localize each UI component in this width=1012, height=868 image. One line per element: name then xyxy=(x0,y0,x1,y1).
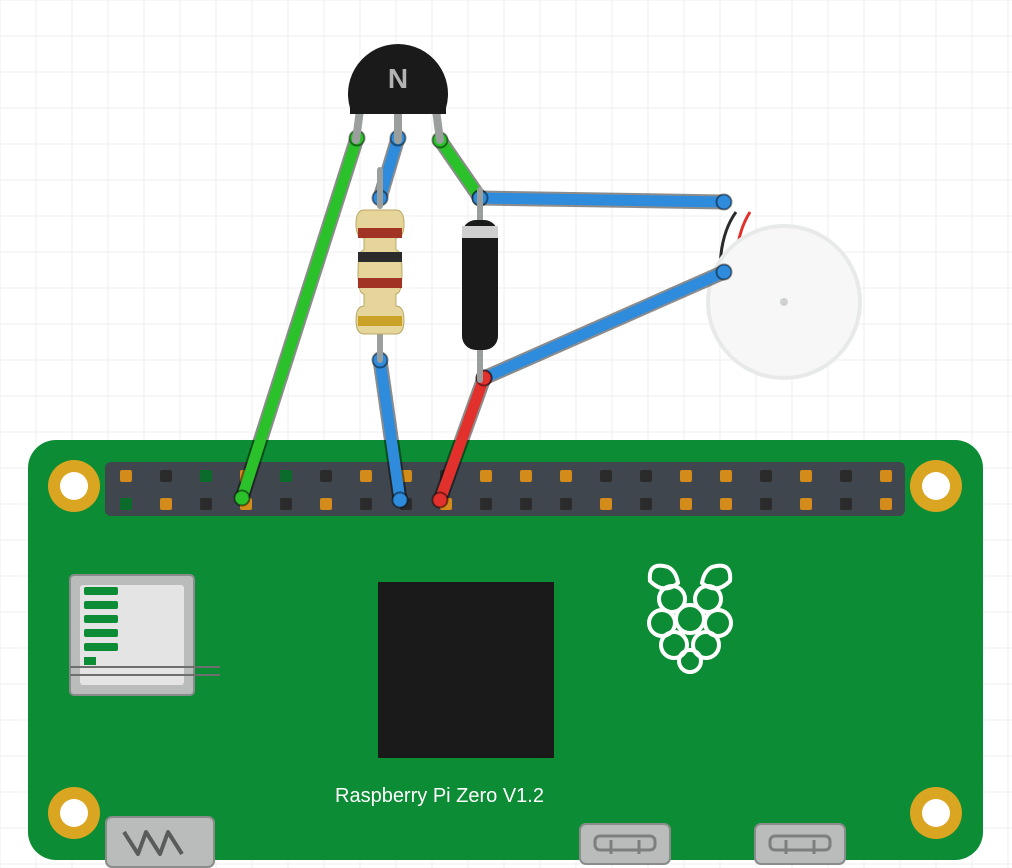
raspberry-pi-board: Raspberry Pi Zero V1.2 xyxy=(28,440,983,867)
transistor-label: N xyxy=(388,63,408,94)
usb-port xyxy=(755,824,845,864)
circuit-diagram: Raspberry Pi Zero V1.2 N xyxy=(0,0,1012,868)
usb-port xyxy=(580,824,670,864)
gpio-header xyxy=(105,462,905,516)
board-label: Raspberry Pi Zero V1.2 xyxy=(335,785,544,807)
usb-port xyxy=(106,817,214,867)
soc-chip xyxy=(378,582,554,758)
